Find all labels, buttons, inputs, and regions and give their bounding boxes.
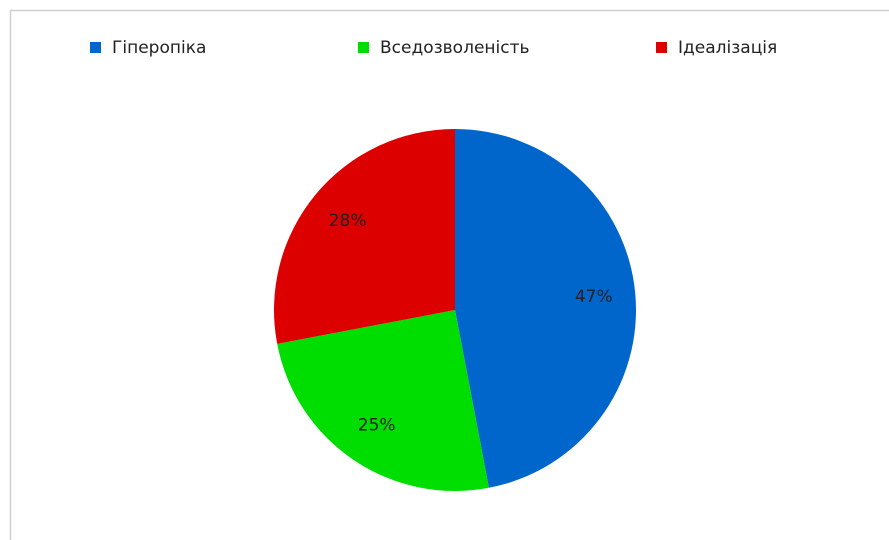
pie-slice [277, 310, 489, 492]
legend-label: Гіперопіка [112, 38, 206, 58]
legend-swatch [358, 42, 369, 53]
pie-slice [455, 129, 637, 488]
legend-label: Ідеалізація [678, 38, 777, 58]
data-label: 25% [358, 415, 396, 435]
legend-swatch [656, 42, 667, 53]
data-label: 28% [329, 211, 367, 231]
data-label: 47% [575, 287, 613, 307]
pie-slice [274, 129, 455, 344]
legend-swatch [90, 42, 101, 53]
legend-label: Вседозволеність [380, 38, 530, 58]
